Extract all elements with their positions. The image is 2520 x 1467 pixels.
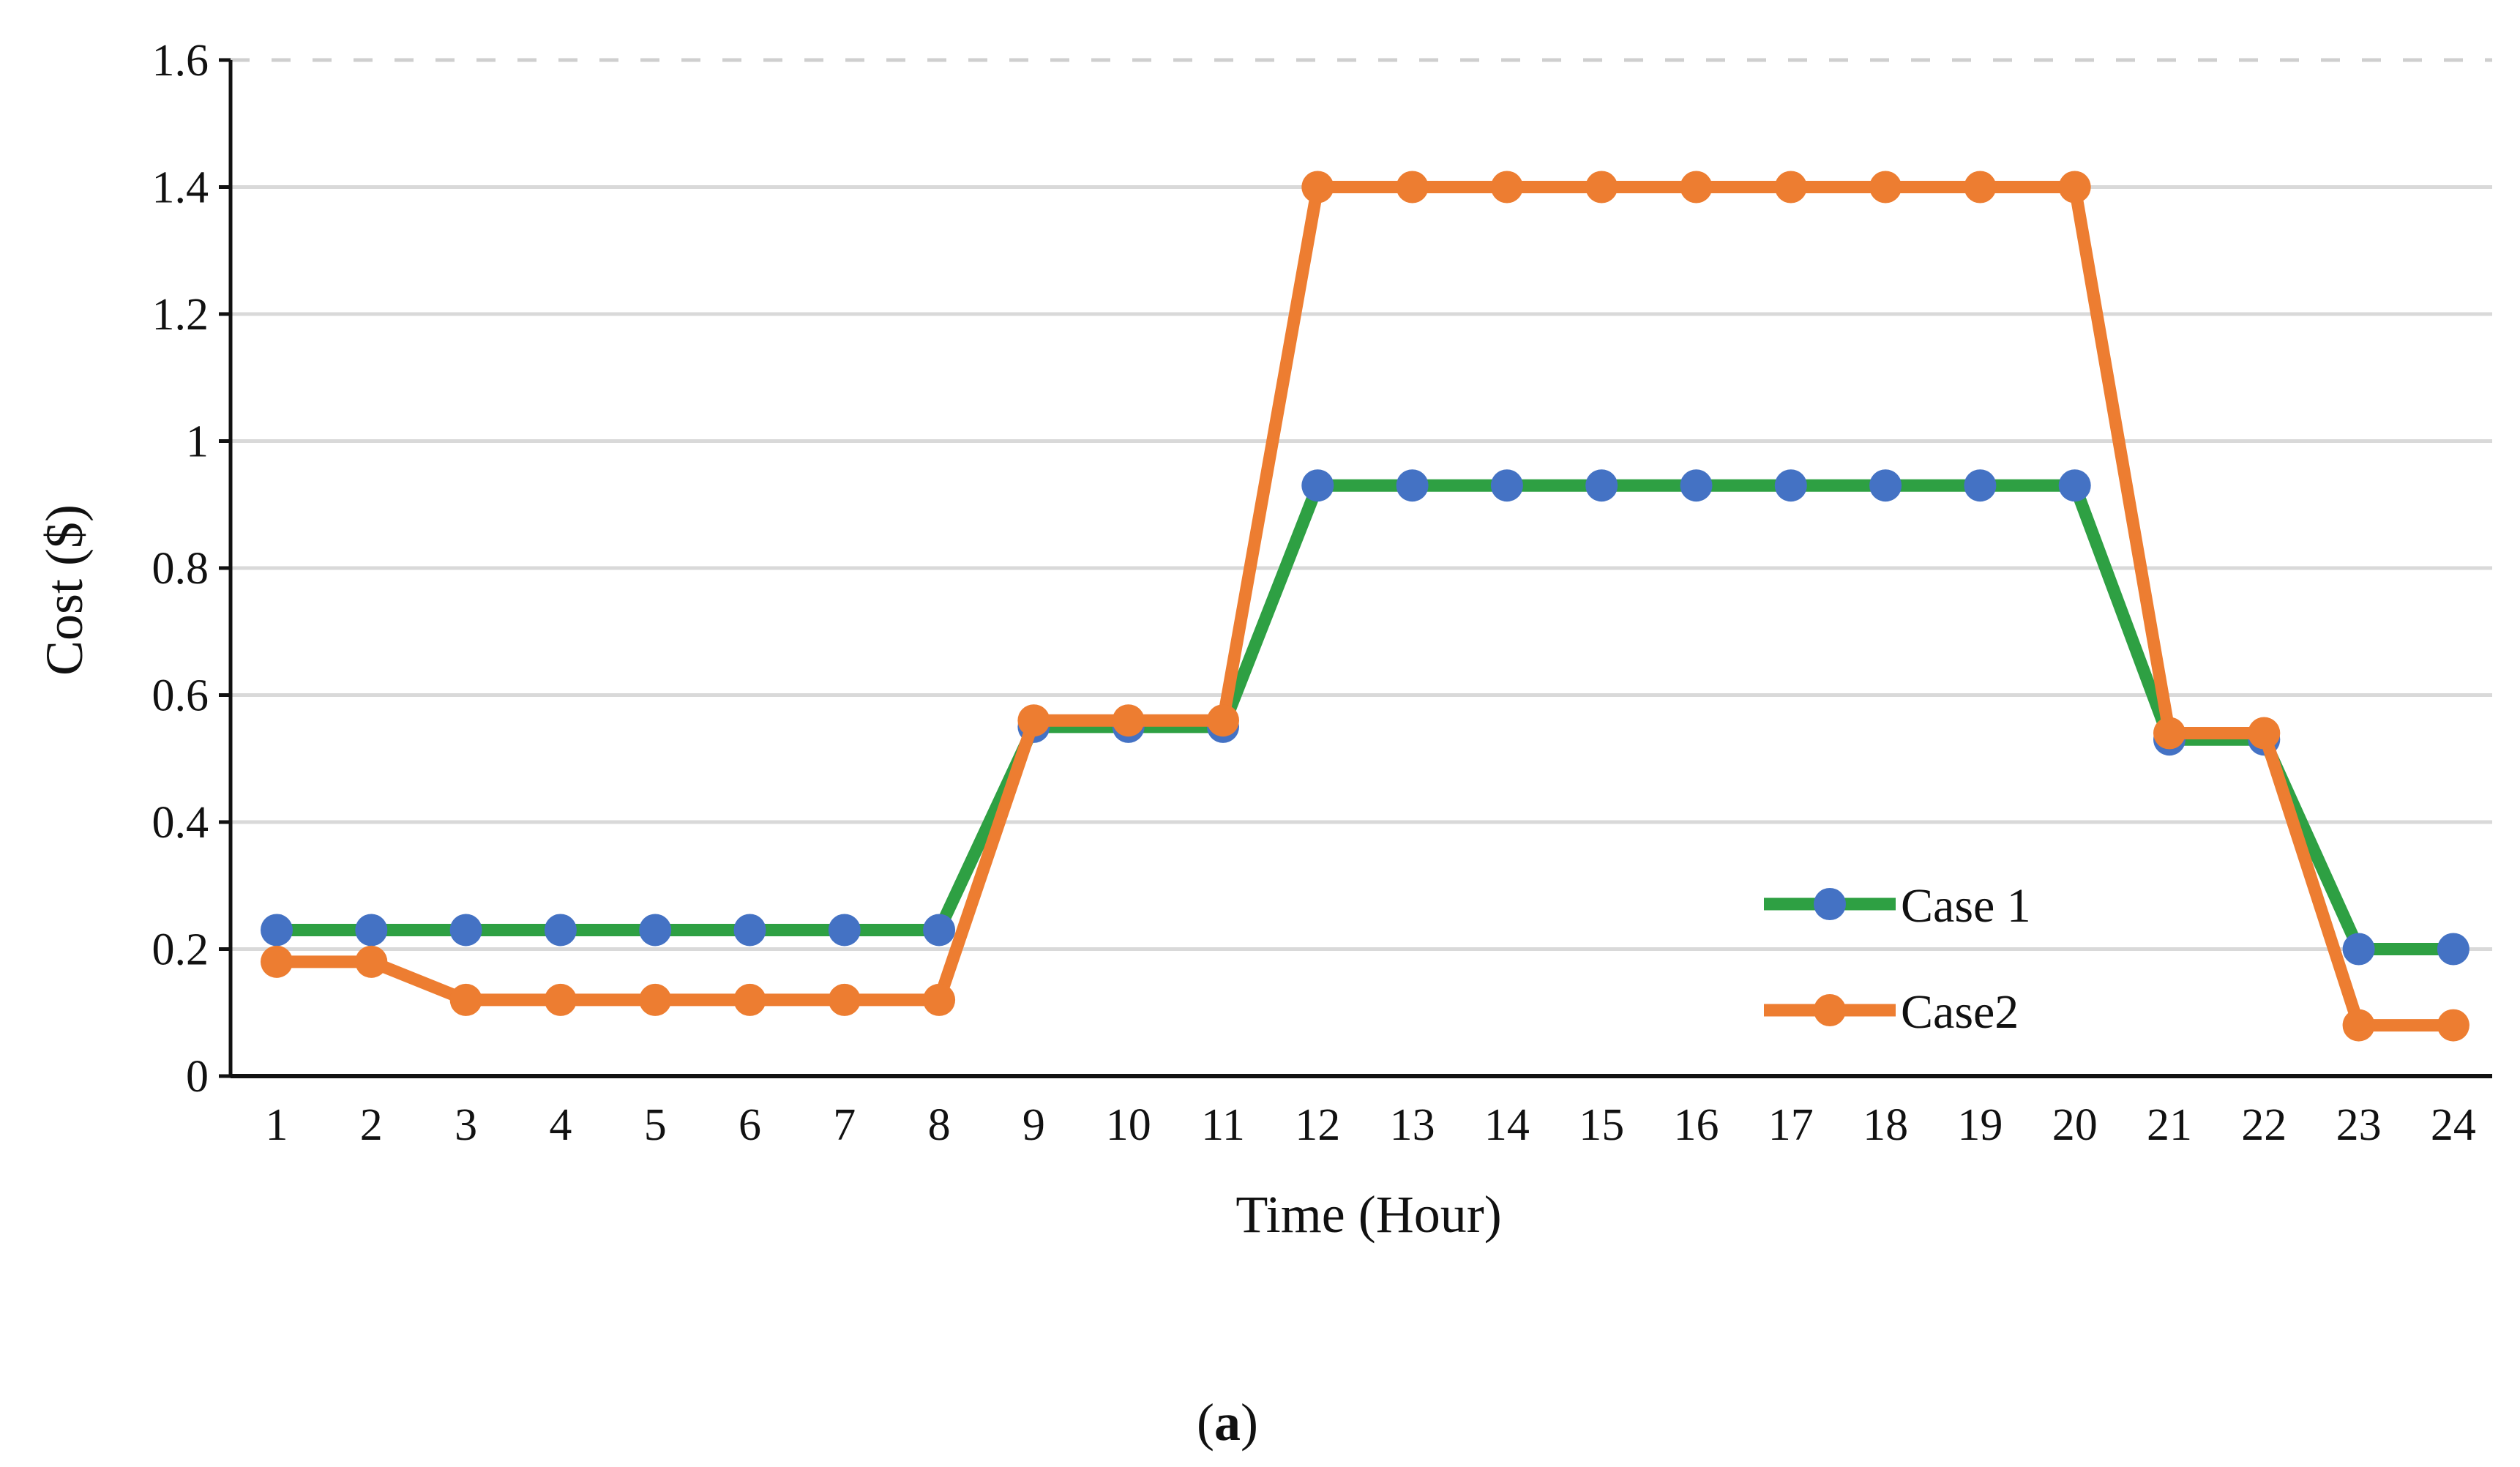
data-point (2342, 933, 2375, 966)
caption-open: ( (1197, 1393, 1214, 1452)
y-tick-label: 0.8 (152, 544, 209, 594)
data-point (1680, 469, 1713, 502)
x-tick-label: 7 (833, 1100, 856, 1150)
data-point (355, 914, 388, 947)
x-tick-label: 6 (739, 1100, 761, 1150)
data-point (733, 914, 766, 947)
x-tick-label: 13 (1390, 1100, 1435, 1150)
y-tick-label: 1 (186, 417, 209, 467)
data-point (923, 983, 956, 1016)
data-point (1301, 171, 1334, 204)
data-point (2342, 1009, 2375, 1042)
x-tick-label: 3 (455, 1100, 477, 1150)
data-point (1680, 171, 1713, 204)
y-tick-label: 0 (186, 1052, 209, 1102)
data-point (1585, 469, 1618, 502)
data-point (1112, 704, 1145, 737)
x-tick-label: 22 (2241, 1100, 2287, 1150)
data-point (449, 983, 482, 1016)
y-tick-label: 1.6 (152, 36, 209, 86)
tick-labels: 00.20.40.60.811.21.41.61 2 3 4 5 6 7 8 9 10 11 12 13… (152, 36, 2476, 1150)
y-tick-label: 0.2 (152, 925, 209, 975)
x-axis-title: Time (Hour) (1235, 1185, 1501, 1244)
data-point (1964, 171, 1997, 204)
x-tick-label: 1 (266, 1100, 288, 1150)
series-2 (261, 171, 2469, 1042)
data-point (639, 914, 672, 947)
x-tick-label: 15 (1579, 1100, 1624, 1150)
legend-marker (1814, 994, 1846, 1026)
data-point (733, 983, 766, 1016)
x-tick-label: 23 (2336, 1100, 2382, 1150)
data-point (261, 914, 293, 947)
data-point (1490, 469, 1523, 502)
x-tick-label: 12 (1295, 1100, 1340, 1150)
caption-letter: a (1214, 1393, 1241, 1452)
x-tick-label: 9 (1022, 1100, 1045, 1150)
data-point (1207, 704, 1239, 737)
data-point (1301, 469, 1334, 502)
data-point (2437, 933, 2469, 966)
x-tick-label: 14 (1484, 1100, 1530, 1150)
data-point (261, 945, 293, 978)
figure-caption: (a) (1197, 1393, 1258, 1452)
legend-item: Case 1 (1764, 879, 2031, 933)
x-tick-label: 18 (1863, 1100, 1908, 1150)
data-point (1774, 469, 1807, 502)
data-point (544, 914, 577, 947)
data-point (355, 945, 388, 978)
y-tick-label: 1.2 (152, 290, 209, 340)
data-point (1869, 469, 1902, 502)
data-point (449, 914, 482, 947)
y-tick-label: 0.4 (152, 798, 209, 848)
data-point (1396, 171, 1429, 204)
x-tick-label: 24 (2431, 1100, 2476, 1150)
legend-label: Case2 (1901, 985, 2019, 1039)
data-point (923, 914, 956, 947)
y-axis-title: Cost ($) (35, 504, 94, 676)
data-point (544, 983, 577, 1016)
x-tick-label: 16 (1674, 1100, 1719, 1150)
data-point (1585, 171, 1618, 204)
data-point (2437, 1009, 2469, 1042)
caption-close: ) (1241, 1393, 1258, 1452)
legend-marker (1814, 888, 1846, 920)
data-point (1774, 171, 1807, 204)
x-tick-label: 20 (2052, 1100, 2098, 1150)
y-tick-label: 0.6 (152, 671, 209, 721)
x-tick-label: 17 (1768, 1100, 1814, 1150)
legend-item: Case2 (1764, 985, 2019, 1039)
data-point (1964, 469, 1997, 502)
legend-label: Case 1 (1901, 879, 2031, 933)
series (261, 171, 2469, 1042)
gridlines (231, 58, 2492, 951)
x-tick-label: 8 (928, 1100, 951, 1150)
x-tick-label: 5 (644, 1100, 667, 1150)
data-point (2153, 717, 2186, 750)
x-tick-label: 4 (549, 1100, 572, 1150)
series-line (277, 479, 2453, 955)
y-tick-label: 1.4 (152, 163, 209, 213)
data-point (2058, 469, 2091, 502)
data-point (1017, 704, 1050, 737)
x-tick-label: 11 (1201, 1100, 1245, 1150)
axes (219, 58, 2492, 1078)
data-point (1869, 171, 1902, 204)
x-tick-label: 19 (1957, 1100, 2003, 1150)
x-tick-label: 2 (360, 1100, 383, 1150)
data-point (828, 983, 861, 1016)
data-point (1490, 171, 1523, 204)
x-tick-label: 10 (1106, 1100, 1151, 1150)
data-point (2248, 717, 2281, 750)
data-point (1396, 469, 1429, 502)
legend: Case 1 Case2 (1764, 879, 2031, 1039)
x-tick-label: 21 (2147, 1100, 2192, 1150)
data-point (828, 914, 861, 947)
data-point (639, 983, 672, 1016)
series-1 (261, 469, 2469, 966)
data-point (2058, 171, 2091, 204)
